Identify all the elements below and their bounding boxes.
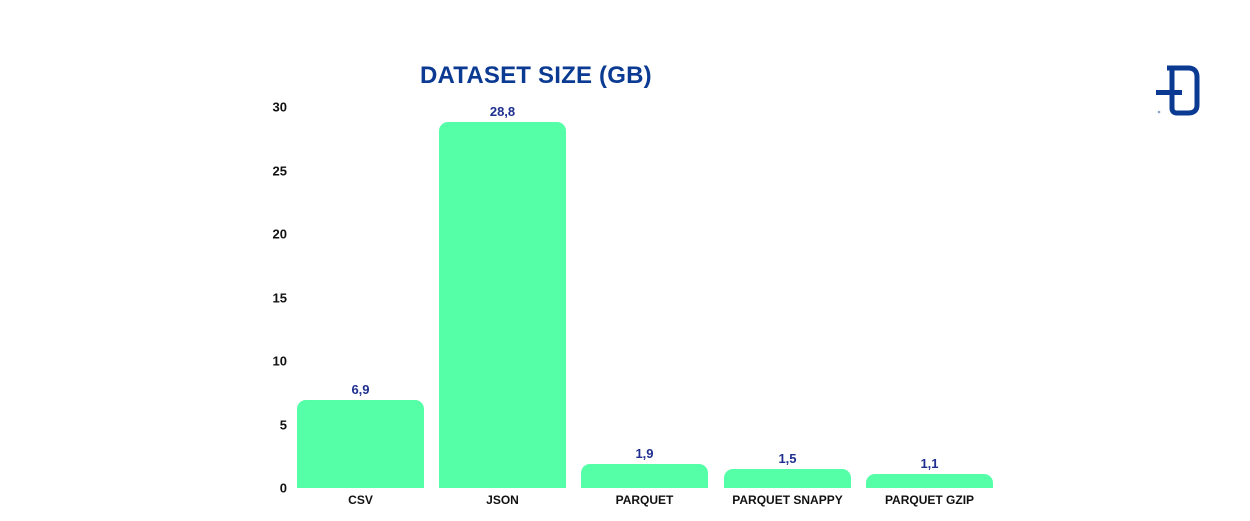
y-tick-label: 30 <box>272 99 287 115</box>
bar-csv <box>297 400 424 488</box>
bar-parquet <box>581 463 708 488</box>
bar-json <box>439 122 566 488</box>
bar-parquet-snappy <box>724 468 851 488</box>
value-label: 6,9 <box>351 382 370 398</box>
x-category-label: PARQUET SNAPPY <box>732 493 843 507</box>
value-label: 1,5 <box>778 450 797 466</box>
y-tick-label: 20 <box>272 226 287 242</box>
value-label: 1,9 <box>635 445 654 461</box>
y-tick-label: 0 <box>279 480 287 496</box>
y-tick-label: 25 <box>272 163 287 178</box>
y-tick-label: 15 <box>272 290 287 305</box>
x-category-label: PARQUET GZIP <box>884 493 975 507</box>
value-label: 28,8 <box>489 104 516 120</box>
x-category-label: CSV <box>348 493 373 507</box>
x-category-label: JSON <box>486 493 519 507</box>
chart-title: DATASET SIZE (GB) <box>420 62 652 89</box>
x-category-label: PARQUET <box>615 493 674 507</box>
y-tick-label: 5 <box>279 417 287 432</box>
value-label: 1,1 <box>920 456 939 472</box>
brand-logo-icon <box>1156 65 1200 116</box>
bar-parquet-gzip <box>866 474 993 488</box>
y-tick-label: 10 <box>272 353 287 369</box>
